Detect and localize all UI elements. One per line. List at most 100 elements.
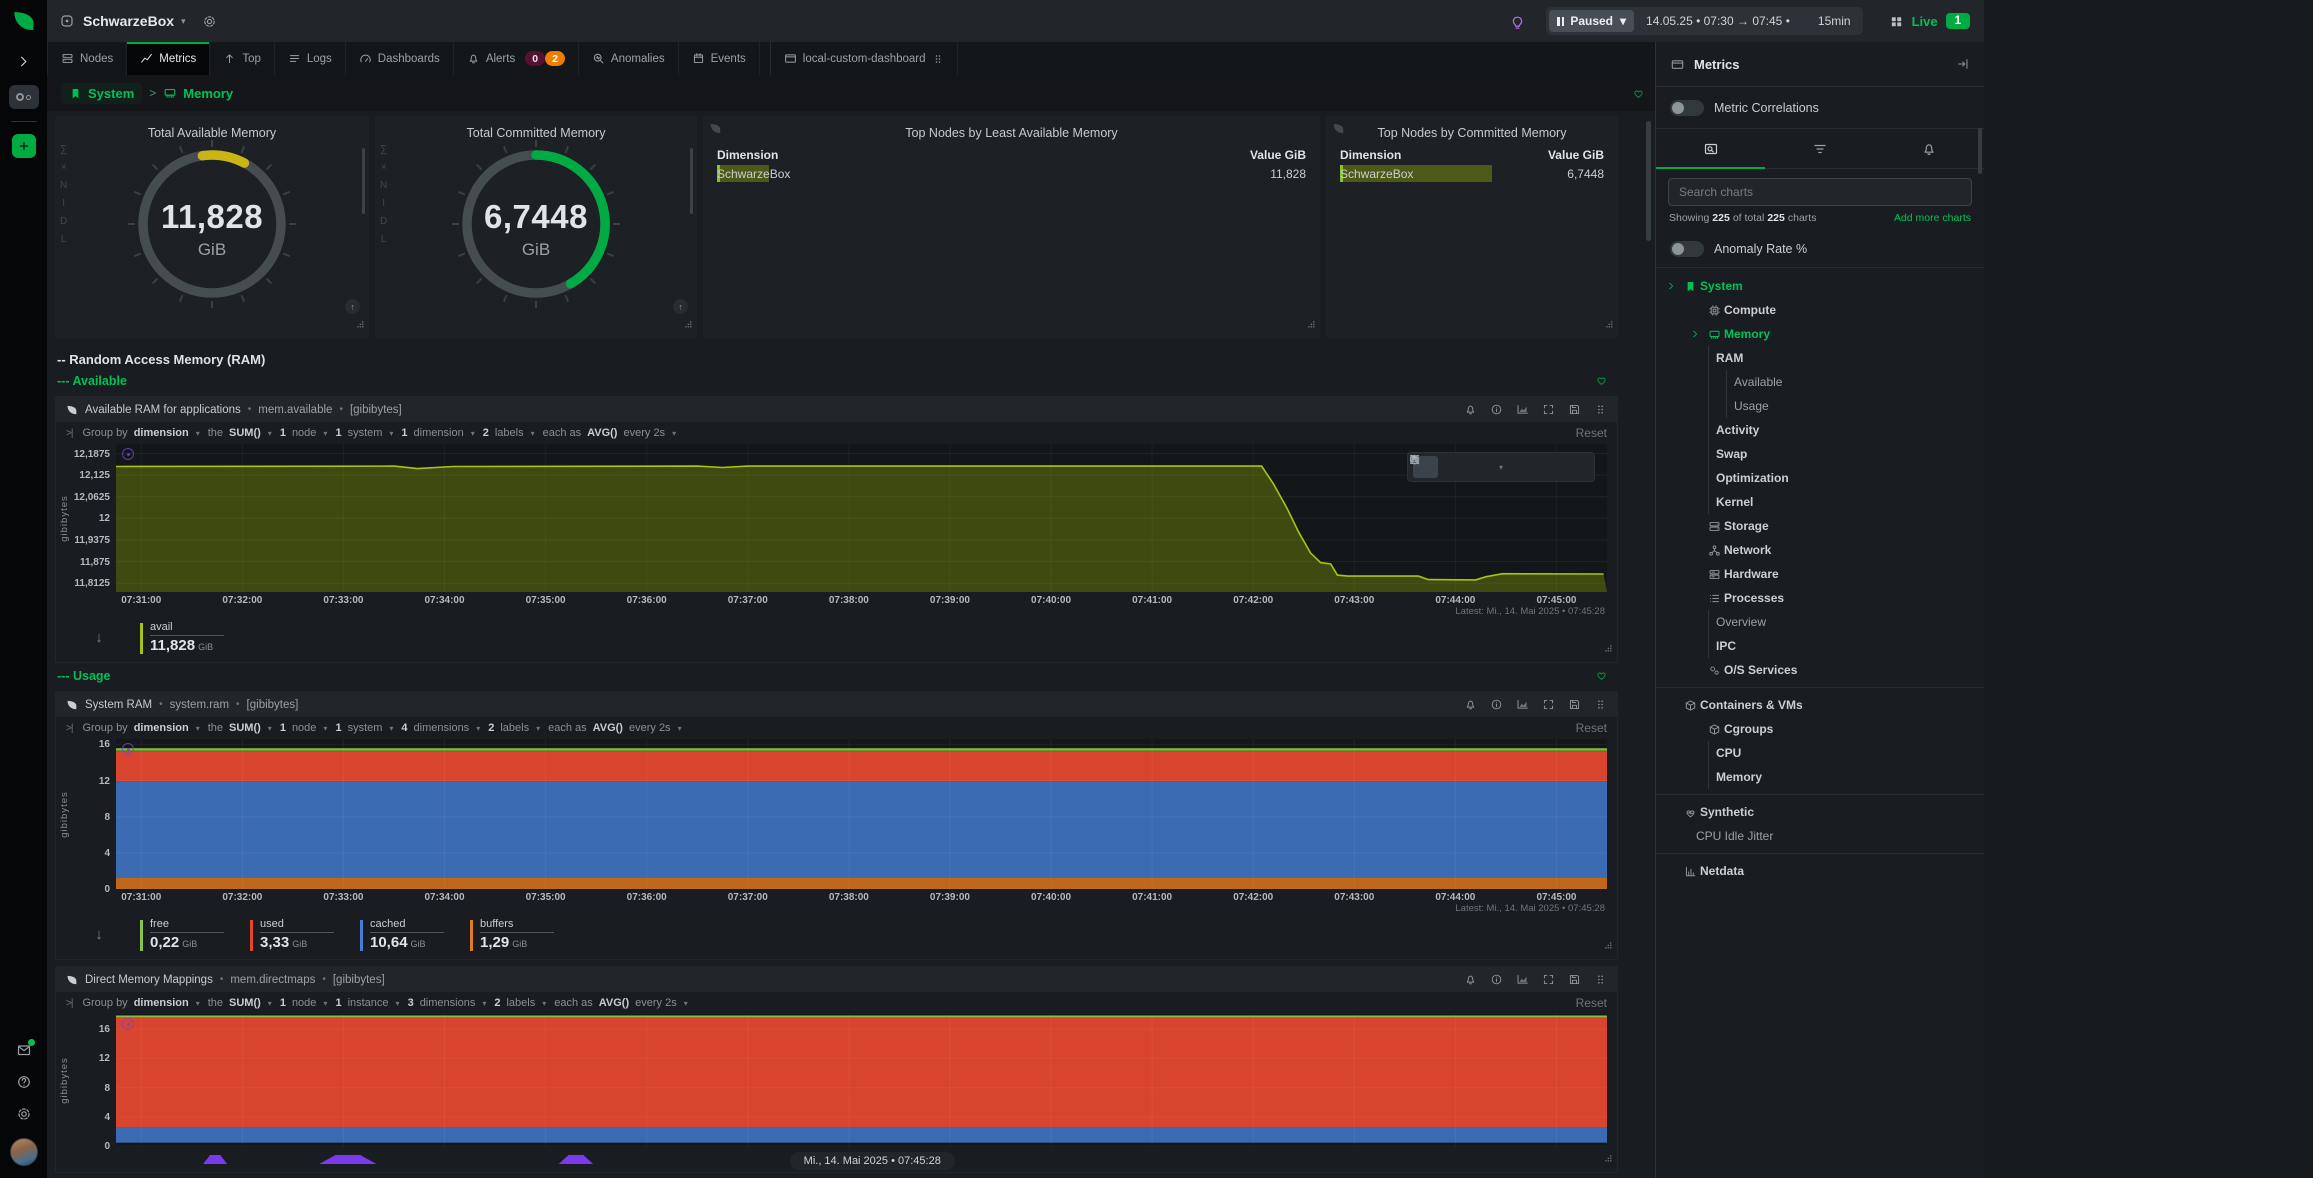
legend-item-buffers[interactable]: buffers1,29GiB: [470, 918, 554, 951]
query-token[interactable]: SUM(): [229, 997, 261, 1009]
collapse-filters-icon[interactable]: >|: [66, 998, 72, 1009]
query-token[interactable]: each as: [548, 722, 587, 734]
resize-handle-icon[interactable]: [681, 317, 694, 335]
query-token[interactable]: the: [208, 427, 223, 439]
help-icon[interactable]: [16, 1074, 32, 1090]
resize-handle-icon[interactable]: [1601, 1151, 1614, 1169]
query-token[interactable]: system: [348, 427, 383, 439]
anomaly-ribbon-icon[interactable]: [122, 743, 134, 755]
download-icon[interactable]: [1568, 973, 1581, 986]
resize-handle-icon[interactable]: [1304, 317, 1317, 335]
query-token[interactable]: 2: [483, 427, 489, 439]
pause-button[interactable]: Paused ▾: [1549, 10, 1634, 32]
dropdown-caret-icon[interactable]: ▾: [268, 999, 272, 1008]
table-row[interactable]: SchwarzeBox6,7448: [1340, 164, 1604, 184]
tree-item-activity[interactable]: Activity: [1656, 418, 1984, 442]
tab-local-custom-dashboard[interactable]: local-custom-dashboard: [770, 42, 958, 75]
tree-item-usage[interactable]: Usage: [1656, 394, 1984, 418]
query-token[interactable]: node: [292, 722, 316, 734]
live-node-count-badge[interactable]: 1: [1946, 13, 1970, 29]
value-column-header[interactable]: Value GiB: [1250, 148, 1306, 162]
tab-nodes[interactable]: Nodes: [47, 42, 127, 75]
dropdown-caret-icon[interactable]: ▾: [323, 999, 327, 1008]
table-row[interactable]: SchwarzeBox11,828: [717, 164, 1306, 184]
gauge-chart[interactable]: 6,7448GiB: [375, 140, 697, 326]
favorite-heart-icon[interactable]: [1595, 669, 1608, 682]
resize-handle-icon[interactable]: [1601, 641, 1614, 659]
search-charts-input[interactable]: [1668, 178, 1972, 206]
legend-item-cached[interactable]: cached10,64GiB: [360, 918, 444, 951]
query-token[interactable]: AVG(): [593, 722, 623, 734]
reset-button[interactable]: Reset: [1576, 996, 1607, 1010]
collapse-filters-icon[interactable]: >|: [66, 723, 72, 734]
breadcrumb-section[interactable]: System: [61, 83, 142, 104]
node-name[interactable]: SchwarzeBox: [83, 13, 174, 29]
query-token[interactable]: AVG(): [599, 997, 629, 1009]
card-scrollbar[interactable]: [362, 148, 365, 214]
query-token[interactable]: dimension: [134, 997, 189, 1009]
tree-item-containers-vms[interactable]: Containers & VMs: [1656, 693, 1984, 717]
collapse-sidebar-icon[interactable]: [1956, 57, 1970, 71]
chart-type-icon[interactable]: [1516, 403, 1529, 416]
query-token[interactable]: system: [348, 722, 383, 734]
tree-item-cpu-idle-jitter[interactable]: CPU Idle Jitter: [1656, 824, 1984, 848]
resize-handle-icon[interactable]: [1601, 938, 1614, 956]
dropdown-caret-icon[interactable]: ▾: [196, 999, 200, 1008]
query-token[interactable]: dimension: [134, 427, 189, 439]
value-column-header[interactable]: Value GiB: [1548, 148, 1604, 162]
anomaly-chip-icon[interactable]: ↑: [673, 299, 688, 314]
query-token[interactable]: node: [292, 997, 316, 1009]
dropdown-caret-icon[interactable]: ▾: [268, 429, 272, 438]
chart-type-icon[interactable]: [1516, 698, 1529, 711]
dropdown-caret-icon[interactable]: ▾: [542, 999, 546, 1008]
legend-item-free[interactable]: free0,22GiB: [140, 918, 224, 951]
window-duration[interactable]: 15min: [1818, 14, 1851, 28]
query-token[interactable]: each as: [554, 997, 593, 1009]
resize-handle-icon[interactable]: [353, 317, 366, 335]
tree-item-cpu[interactable]: CPU: [1656, 741, 1984, 765]
lightbulb-icon[interactable]: [1509, 13, 1526, 30]
query-token[interactable]: 4: [401, 722, 407, 734]
dropdown-caret-icon[interactable]: ▾: [471, 429, 475, 438]
query-token[interactable]: SUM(): [229, 722, 261, 734]
query-token[interactable]: the: [208, 997, 223, 1009]
tree-item-ipc[interactable]: IPC: [1656, 634, 1984, 658]
tree-item-compute[interactable]: Compute: [1656, 298, 1984, 322]
dropdown-caret-icon[interactable]: ▾: [684, 999, 688, 1008]
query-token[interactable]: node: [292, 427, 316, 439]
tab-alerts[interactable]: [1875, 129, 1984, 168]
dropdown-caret-icon[interactable]: ▾: [476, 724, 480, 733]
dropdown-caret-icon[interactable]: ▾: [196, 724, 200, 733]
collapse-filters-icon[interactable]: >|: [66, 428, 72, 439]
query-token[interactable]: labels: [500, 722, 529, 734]
tree-item-o-s-services[interactable]: O/S Services: [1656, 658, 1984, 682]
box-select-icon[interactable]: [1441, 456, 1466, 478]
legend-collapse-icon[interactable]: ↓: [84, 629, 114, 646]
dimension-column-header[interactable]: Dimension: [717, 148, 778, 162]
tree-item-ram[interactable]: RAM: [1656, 346, 1984, 370]
expand-chevron-icon[interactable]: [1690, 329, 1704, 339]
tree-item-processes[interactable]: Processes: [1656, 586, 1984, 610]
settings-gear-icon[interactable]: [16, 1106, 32, 1122]
tree-item-optimization[interactable]: Optimization: [1656, 466, 1984, 490]
workspace-button[interactable]: [9, 85, 39, 109]
card-scrollbar[interactable]: [690, 148, 693, 214]
zoom-in-icon[interactable]: [1508, 456, 1533, 478]
favorite-heart-icon[interactable]: [1632, 87, 1645, 100]
drag-handle-icon[interactable]: [1594, 698, 1607, 711]
gauge-chart[interactable]: 11,828GiB: [55, 140, 369, 326]
reset-button[interactable]: Reset: [1576, 721, 1607, 735]
add-space-button[interactable]: [12, 134, 36, 158]
tree-item-memory[interactable]: Memory: [1656, 765, 1984, 789]
query-token[interactable]: 1: [335, 427, 341, 439]
tree-item-swap[interactable]: Swap: [1656, 442, 1984, 466]
query-token[interactable]: the: [208, 722, 223, 734]
query-token[interactable]: 1: [335, 997, 341, 1009]
select-caret-icon[interactable]: ▾: [1499, 463, 1503, 472]
query-token[interactable]: 1: [335, 722, 341, 734]
metric-correlations-toggle[interactable]: [1670, 100, 1704, 116]
query-token[interactable]: 3: [408, 997, 414, 1009]
tree-item-system[interactable]: System: [1656, 274, 1984, 298]
node-dropdown-caret-icon[interactable]: ▾: [181, 16, 186, 27]
query-token[interactable]: SUM(): [229, 427, 261, 439]
